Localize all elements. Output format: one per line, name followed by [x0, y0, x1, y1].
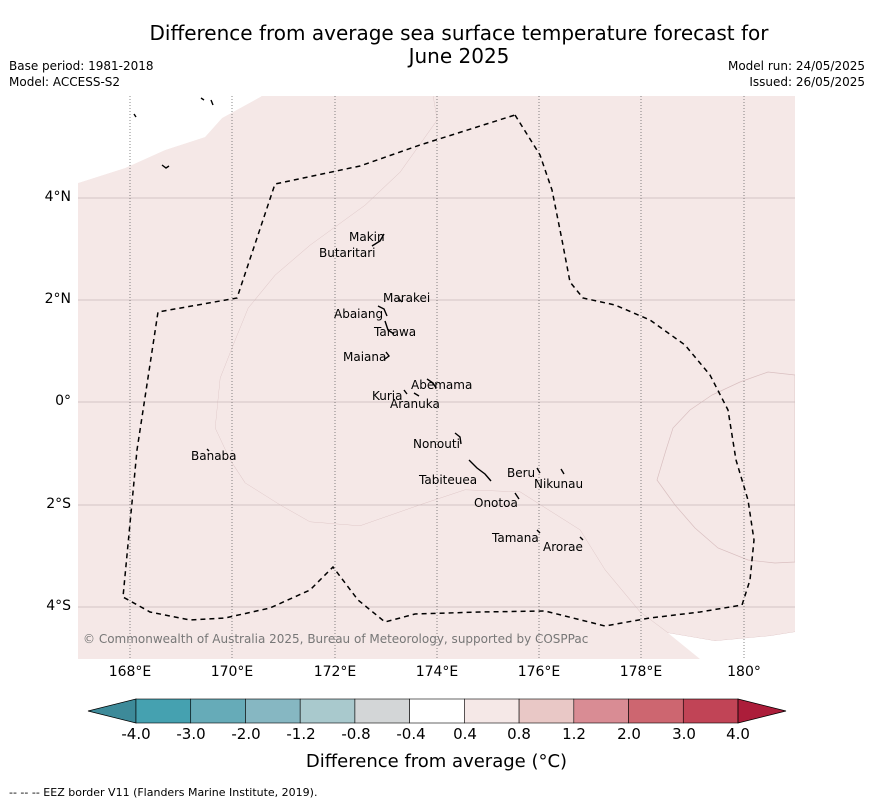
colorbar-swatch — [354, 698, 410, 724]
colorbar-extend-high — [737, 698, 787, 724]
colorbar-label: 4.0 — [726, 725, 750, 743]
x-tick-label: 180° — [727, 664, 761, 680]
neutral-corner-nw — [78, 96, 262, 183]
place-label-beru: Beru — [507, 466, 536, 480]
place-label-maiana: Maiana — [343, 350, 387, 364]
colorbar-extend-low — [87, 698, 137, 724]
place-label-tabiteuea: Tabiteuea — [419, 473, 478, 487]
place-label-marakei: Marakei — [383, 291, 431, 305]
y-tick-label: 0° — [55, 393, 71, 409]
colorbar-label: -3.0 — [176, 725, 206, 743]
island-butaritari — [371, 233, 385, 247]
island-abaiang — [377, 305, 388, 317]
grid-vertical — [129, 96, 745, 659]
island-tabiteuea — [468, 459, 492, 482]
y-tick-label: 2°S — [46, 496, 71, 512]
grid-horizontal — [78, 197, 795, 608]
colorbar-label: 2.0 — [617, 725, 641, 743]
meta-right: Model run: 24/05/2025 Issued: 26/05/2025 — [728, 58, 865, 90]
place-label-arorae: Arorae — [543, 540, 583, 554]
colorbar — [87, 698, 787, 724]
island-nikunau — [560, 468, 565, 475]
colorbar-swatch — [190, 698, 246, 724]
island-nonouti — [454, 432, 462, 445]
y-tick-label: 2°N — [44, 291, 71, 307]
island-tamana — [536, 529, 541, 534]
map-area — [78, 96, 795, 659]
island-abemama — [426, 378, 437, 389]
colorbar-label: 1.2 — [562, 725, 586, 743]
colorbar-swatch — [245, 698, 301, 724]
issued-date: Issued: 26/05/2025 — [749, 75, 865, 89]
chart-title: Difference from average sea surface temp… — [0, 22, 873, 68]
x-tick-label: 176°E — [517, 664, 561, 680]
island-marakei — [397, 297, 403, 303]
title-line-2: June 2025 — [408, 44, 510, 68]
colorbar-label: 0.8 — [507, 725, 531, 743]
place-label-aranuka: Aranuka — [390, 397, 440, 411]
islands — [133, 97, 584, 541]
island-banaba — [206, 448, 210, 452]
place-label-nikunau: Nikunau — [534, 477, 584, 491]
eez-border — [122, 114, 755, 627]
colorbar-label: -1.2 — [286, 725, 316, 743]
x-tick-label: 178°E — [619, 664, 663, 680]
meta-left: Base period: 1981-2018 Model: ACCESS-S2 — [9, 58, 154, 90]
anomaly-region-west — [78, 96, 795, 659]
place-label-makin: Makin — [349, 230, 385, 244]
place-label-banaba: Banaba — [191, 449, 237, 463]
island-tarawa — [384, 320, 395, 335]
model-run: Model run: 24/05/2025 — [727, 59, 865, 73]
island-kuria — [403, 389, 408, 395]
place-label-tarawa: Tarawa — [374, 325, 417, 339]
y-tick-label: 4°N — [44, 189, 71, 205]
model-name: Model: ACCESS-S2 — [9, 75, 121, 89]
colorbar-swatch — [299, 698, 356, 724]
colorbar-label: -0.4 — [396, 725, 426, 743]
island-beru — [536, 467, 541, 474]
island-arorae — [579, 536, 584, 541]
base-period: Base period: 1981-2018 — [9, 59, 154, 73]
place-label-nonouti: Nonouti — [413, 437, 460, 451]
island-aranuka — [413, 392, 420, 397]
island-maiana — [384, 351, 390, 360]
colorbar-label: -4.0 — [121, 725, 151, 743]
colorbar-swatch — [573, 698, 629, 724]
island-north-2 — [133, 113, 137, 118]
y-tick-label: 4°S — [46, 598, 71, 614]
credit-text: © Commonwealth of Australia 2025, Bureau… — [83, 632, 589, 646]
title-line-1: Difference from average sea surface temp… — [149, 21, 769, 45]
colorbar-swatch — [409, 698, 465, 724]
colorbar-label: 3.0 — [672, 725, 696, 743]
neutral-corner-se — [668, 632, 795, 659]
eez-note: -- -- -- EEZ border V11 (Flanders Marine… — [9, 786, 318, 799]
x-tick-label: 170°E — [210, 664, 254, 680]
colorbar-label: -0.8 — [341, 725, 371, 743]
colorbar-swatch — [518, 698, 575, 724]
place-label-abaiang: Abaiang — [334, 307, 384, 321]
anomaly-region-east — [656, 371, 795, 564]
place-label-butaritari: Butaritari — [319, 246, 376, 260]
colorbar-swatch — [682, 698, 739, 724]
island-north-1 — [200, 97, 214, 106]
colorbar-title: Difference from average (°C) — [305, 751, 568, 772]
colorbar-swatch — [135, 698, 192, 724]
x-tick-label: 168°E — [108, 664, 152, 680]
colorbar-label: 0.4 — [453, 725, 477, 743]
x-tick-label: 172°E — [313, 664, 357, 680]
colorbar-swatch — [464, 698, 520, 724]
island-north-3 — [161, 164, 170, 169]
x-tick-label: 174°E — [415, 664, 459, 680]
place-label-abemama: Abemama — [411, 378, 473, 392]
island-onotoa — [514, 492, 520, 500]
place-label-tamana: Tamana — [492, 531, 539, 545]
place-label-kuria: Kuria — [372, 389, 403, 403]
place-label-onotoa: Onotoa — [474, 496, 518, 510]
colorbar-swatch — [628, 698, 684, 724]
colorbar-label: -2.0 — [231, 725, 261, 743]
